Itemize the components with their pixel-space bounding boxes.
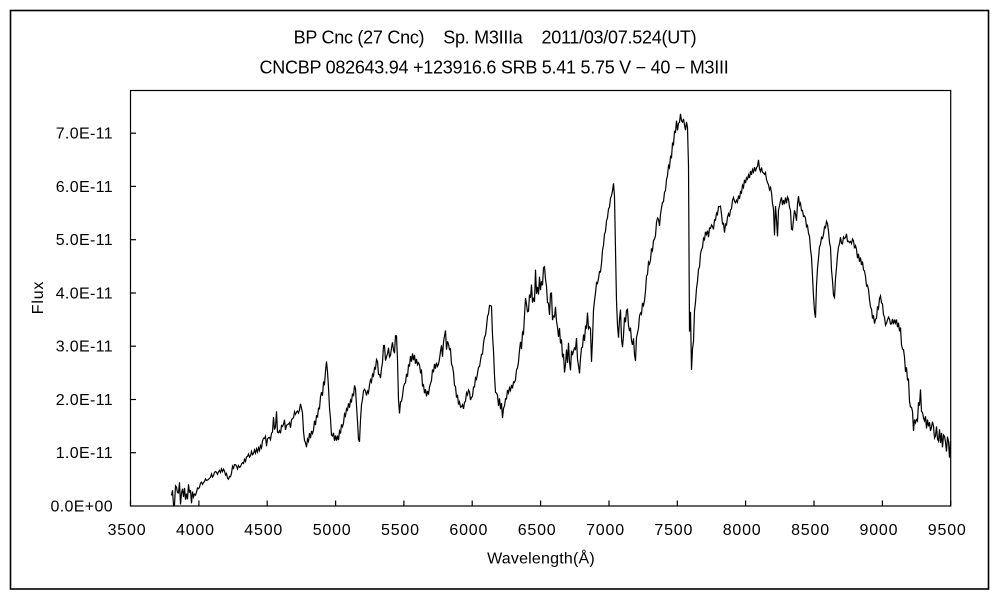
svg-text:BP Cnc (27 Cnc) Sp. M3IIIa: BP Cnc (27 Cnc) Sp. M3IIIa 2011/03/07.52… (294, 28, 697, 48)
svg-text:4000: 4000 (176, 522, 215, 539)
svg-text:CNCBP 082643.94 +123916.6 SRB: CNCBP 082643.94 +123916.6 SRB 5.41 5.75 … (260, 58, 729, 78)
svg-text:Flux: Flux (30, 281, 47, 314)
svg-text:7500: 7500 (654, 522, 693, 539)
svg-text:7000: 7000 (586, 522, 625, 539)
svg-text:1.0E-11: 1.0E-11 (56, 445, 113, 462)
svg-text:8000: 8000 (723, 522, 762, 539)
svg-text:6.0E-11: 6.0E-11 (56, 179, 113, 196)
svg-text:3500: 3500 (108, 522, 147, 539)
svg-text:Wavelength(Å): Wavelength(Å) (487, 549, 595, 568)
svg-text:9500: 9500 (928, 522, 967, 539)
svg-text:5500: 5500 (381, 522, 420, 539)
svg-text:4500: 4500 (244, 522, 283, 539)
svg-text:5.0E-11: 5.0E-11 (56, 232, 113, 249)
svg-text:3.0E-11: 3.0E-11 (56, 339, 113, 356)
svg-text:8500: 8500 (791, 522, 830, 539)
svg-text:6500: 6500 (518, 522, 557, 539)
svg-text:7.0E-11: 7.0E-11 (56, 126, 113, 143)
svg-text:0.0E+00: 0.0E+00 (50, 499, 113, 516)
svg-text:2.0E-11: 2.0E-11 (56, 392, 113, 409)
svg-text:5000: 5000 (313, 522, 352, 539)
svg-text:9000: 9000 (860, 522, 899, 539)
svg-text:4.0E-11: 4.0E-11 (56, 286, 113, 303)
svg-text:6000: 6000 (449, 522, 488, 539)
